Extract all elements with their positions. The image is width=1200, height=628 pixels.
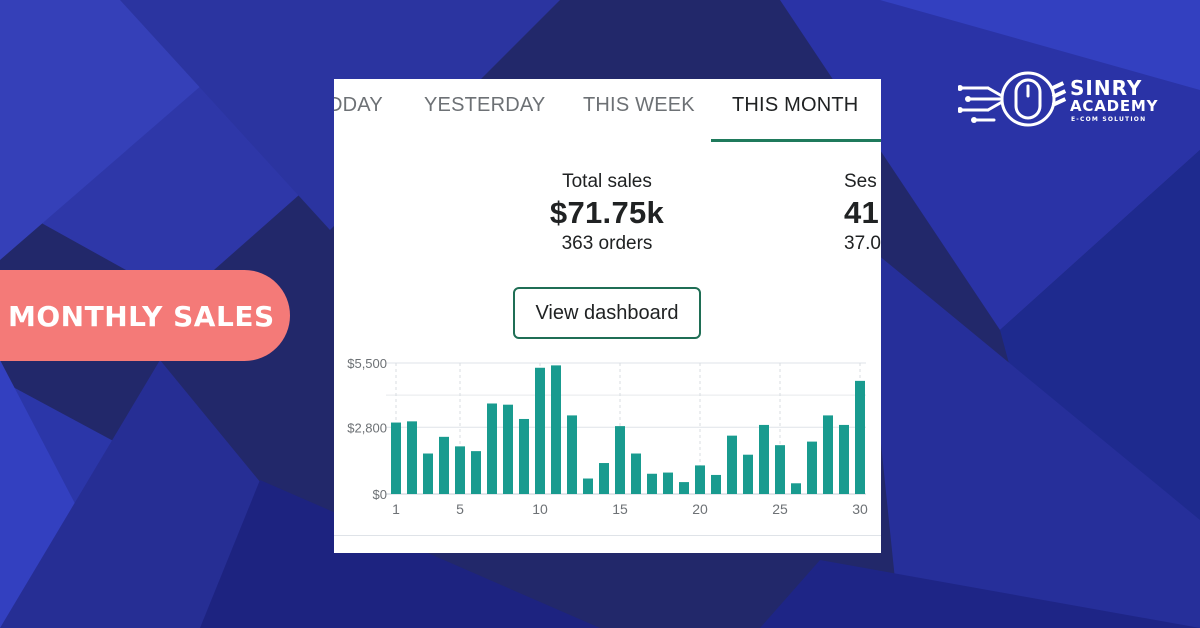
daily-sales-bar-chart: $5,500$2,800$01 5 10 15 20 25 30 <box>347 356 868 517</box>
bar-day-19 <box>679 482 689 494</box>
tab-today[interactable]: DDAY <box>334 94 383 116</box>
logo-name-line1: SINRY <box>1070 76 1143 100</box>
bar-day-15 <box>615 426 625 494</box>
x-tick-label: 10 <box>532 501 548 517</box>
bar-day-13 <box>583 478 593 494</box>
y-tick-label: $2,800 <box>347 420 387 435</box>
bar-day-28 <box>823 415 833 494</box>
bar-day-17 <box>647 473 657 494</box>
card-divider <box>334 535 881 536</box>
tab-this-week[interactable]: THIS WEEK <box>583 94 695 116</box>
active-tab-indicator <box>711 139 881 142</box>
bar-day-9 <box>519 418 529 494</box>
bar-day-14 <box>599 463 609 494</box>
sessions-stat: Ses 41 37.0 <box>844 171 881 255</box>
bar-day-22 <box>727 435 737 494</box>
bar-day-2 <box>407 421 417 494</box>
y-tick-label: $0 <box>373 487 387 502</box>
logo-name-line2: ACADEMY <box>1070 97 1159 115</box>
bar-day-30 <box>855 380 865 494</box>
bar-day-26 <box>791 483 801 494</box>
bar-day-3 <box>423 453 433 494</box>
x-tick-label: 25 <box>772 501 788 517</box>
monthly-sales-badge: MONTHLY SALES <box>0 270 290 361</box>
tab-bar: DDAY YESTERDAY THIS WEEK THIS MONTH <box>334 79 881 142</box>
tab-this-month[interactable]: THIS MONTH <box>732 94 859 116</box>
bar-day-6 <box>471 451 481 494</box>
bar-day-11 <box>551 365 561 494</box>
bar-day-7 <box>487 403 497 494</box>
bar-day-25 <box>775 445 785 494</box>
y-tick-label: $5,500 <box>347 356 387 371</box>
x-tick-label: 30 <box>852 501 868 517</box>
monthly-sales-badge-text: MONTHLY SALES <box>8 300 275 333</box>
sessions-value: 41 <box>844 195 880 230</box>
bar-day-4 <box>439 436 449 494</box>
mouse-circuit-icon <box>957 71 1067 127</box>
bar-day-12 <box>567 415 577 494</box>
bar-day-16 <box>631 453 641 494</box>
bar-day-5 <box>455 446 465 494</box>
tab-yesterday[interactable]: YESTERDAY <box>424 94 546 116</box>
bar-day-8 <box>503 404 513 494</box>
x-tick-label: 5 <box>456 501 464 517</box>
bar-day-20 <box>695 465 705 494</box>
bar-day-29 <box>839 424 849 494</box>
logo-tagline: E-COM SOLUTION <box>1071 116 1147 123</box>
x-tick-label: 1 <box>392 501 400 517</box>
sessions-sub: 37.0 <box>844 233 881 254</box>
orders-count: 363 orders <box>561 233 653 254</box>
bar-day-18 <box>663 472 673 494</box>
total-sales-value: $71.75k <box>549 195 665 230</box>
total-sales-label: Total sales <box>562 171 652 192</box>
bar-day-21 <box>711 474 721 494</box>
x-tick-label: 20 <box>692 501 708 517</box>
bar-day-10 <box>535 367 545 494</box>
x-tick-label: 15 <box>612 501 628 517</box>
bar-day-23 <box>743 454 753 494</box>
total-sales-stat: Total sales $71.75k 363 orders <box>507 171 707 255</box>
sessions-label: Ses <box>844 171 877 192</box>
bar-day-24 <box>759 424 769 494</box>
bar-day-27 <box>807 441 817 494</box>
view-dashboard-button[interactable]: View dashboard <box>513 287 701 339</box>
sinry-academy-logo: SINRY ACADEMY E-COM SOLUTION <box>957 66 1168 132</box>
bar-day-1 <box>391 422 401 494</box>
sales-card: DDAY YESTERDAY THIS WEEK THIS MONTH Tota… <box>334 79 881 553</box>
